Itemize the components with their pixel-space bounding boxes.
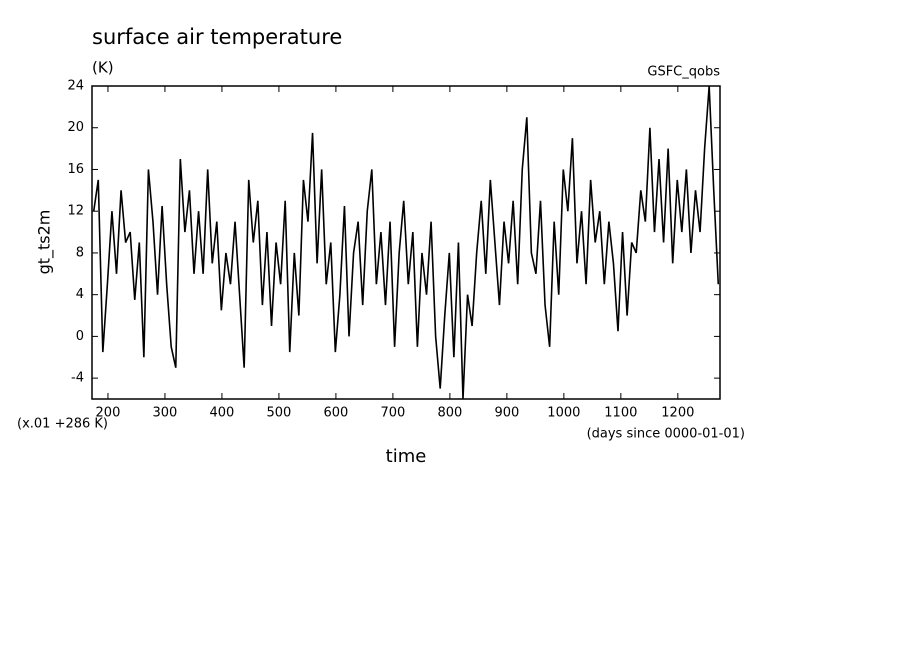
x-tick-label: 200 <box>96 406 121 421</box>
y-tick-label: 12 <box>67 204 84 219</box>
x-tick-label: 1200 <box>661 406 694 421</box>
y-axis-label: gt_ts2m <box>35 210 55 275</box>
annotation: GSFC_qobs <box>647 65 720 80</box>
chart-title: surface air temperature <box>92 25 342 49</box>
x-tick-label: 900 <box>494 406 519 421</box>
x-tick-label: 600 <box>323 406 348 421</box>
x-tick-label: 500 <box>267 406 292 421</box>
y-tick-label: 16 <box>67 162 84 177</box>
y-tick-label: 0 <box>76 329 84 344</box>
y-tick-label: -4 <box>71 371 84 386</box>
x-note: (x.01 +286 K) <box>17 417 108 432</box>
line-series <box>92 86 720 399</box>
y-tick-label: 8 <box>76 245 84 260</box>
y-tick-label: 24 <box>67 79 84 94</box>
x-tick-label: 400 <box>210 406 235 421</box>
x-tick-label: 800 <box>437 406 462 421</box>
x-tick-label: 1000 <box>547 406 580 421</box>
x-tick-label: 300 <box>153 406 178 421</box>
y-tick-label: 4 <box>76 287 84 302</box>
y-tick-label: 20 <box>67 120 84 135</box>
x-axis-label: time <box>386 446 427 467</box>
subtitle: (K) <box>92 59 114 77</box>
x-units: (days since 0000-01-01) <box>587 427 745 442</box>
plot-frame <box>91 85 721 400</box>
x-tick-label: 1100 <box>604 406 637 421</box>
x-tick-label: 700 <box>380 406 405 421</box>
